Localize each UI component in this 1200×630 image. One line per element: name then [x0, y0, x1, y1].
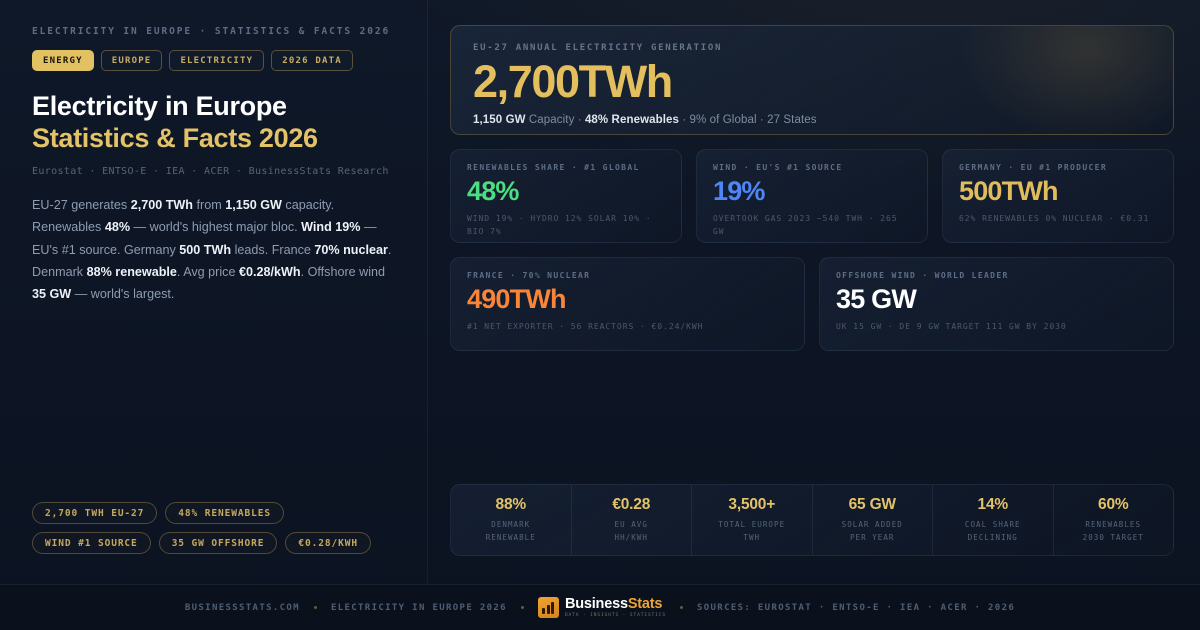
sources-byline: Eurostat · ENTSO-E · IEA · ACER · Busine…: [32, 165, 389, 177]
chip-electricity[interactable]: ELECTRICITY: [169, 50, 265, 71]
stat-card-label: OFFSHORE WIND · WORLD LEADER: [836, 271, 1009, 280]
category-chip-row: ENERGY EUROPE ELECTRICITY 2026 DATA: [32, 50, 399, 71]
stat-card-note: 62% RENEWABLES 0% NUCLEAR · €0.31: [959, 213, 1150, 223]
kpi-label: EU AVG HH/KWH: [614, 520, 648, 542]
kpi-total-europe-twh: 3,500+ TOTAL EUROPE TWH: [692, 485, 813, 555]
logo-word-stats: Stats: [627, 595, 663, 612]
kpi-eu-avg-price: €0.28 EU AVG HH/KWH: [572, 485, 692, 555]
stat-card-renewables-share: RENEWABLES SHARE · #1 GLOBAL 48% WIND 19…: [450, 149, 682, 243]
kpi-denmark-renewable: 88% DENMARK RENEWABLE: [451, 485, 572, 555]
footer-separator-dot-2: [520, 606, 524, 609]
stat-card-value: 490TWh: [467, 284, 567, 314]
stat-card-label: GERMANY · EU #1 PRODUCER: [959, 163, 1107, 172]
footer-site-url: BUSINESSSTATS.COM: [184, 602, 300, 613]
kpi-value: €0.28: [612, 496, 651, 514]
kpi-label: RENEWABLES 2030 TARGET: [1082, 520, 1144, 542]
right-spacer: [450, 351, 1174, 484]
summary-paragraph: EU-27 generates 2,700 TWh from 1,150 GW …: [32, 197, 392, 302]
content-area: ELECTRICITY IN EUROPE · STATISTICS & FAC…: [0, 0, 1200, 584]
kpi-label: TOTAL EUROPE TWH: [718, 520, 786, 542]
footer-separator-dot-3: [680, 606, 683, 609]
bar-chart-icon: [537, 597, 559, 618]
chip-2026-data[interactable]: 2026 DATA: [271, 50, 353, 71]
key-facts-tag-row: 2,700 TWH EU-27 48% RENEWABLES WIND #1 S…: [32, 502, 399, 584]
stat-card-label: RENEWABLES SHARE · #1 GLOBAL: [467, 163, 640, 172]
stat-card-label: FRANCE · 70% NUCLEAR: [467, 271, 591, 280]
tag-renewables[interactable]: 48% RENEWABLES: [165, 502, 284, 524]
page-eyebrow: ELECTRICITY IN EUROPE · STATISTICS & FAC…: [32, 26, 391, 37]
kpi-value: 3,500+: [728, 496, 776, 514]
kpi-value: 65 GW: [848, 496, 896, 514]
kpi-value: 60%: [1098, 496, 1129, 514]
page-footer: BUSINESSSTATS.COM ELECTRICITY IN EUROPE …: [0, 584, 1200, 630]
right-panel: EU-27 ANNUAL ELECTRICITY GENERATION 2,70…: [428, 0, 1200, 584]
footer-separator-dot-1: [313, 606, 317, 609]
tag-offshore[interactable]: 35 GW OFFSHORE: [158, 532, 278, 554]
kpi-strip: 88% DENMARK RENEWABLE €0.28 EU AVG HH/KW…: [450, 484, 1174, 556]
kpi-renewables-2030-target: 60% RENEWABLES 2030 TARGET: [1054, 485, 1174, 555]
stat-card-value: 48%: [467, 176, 519, 206]
stat-card-note: OVERTOOK GAS 2023 ~540 TWH · 265 GW: [713, 213, 898, 236]
footer-title: ELECTRICITY IN EUROPE 2026: [330, 602, 507, 613]
logo-tagline: DATA · INSIGHTS · STATISTICS: [564, 613, 666, 619]
page-title-line2: Statistics & Facts 2026: [32, 122, 318, 153]
hero-subtext: 1,150 GW Capacity · 48% Renewables · 9% …: [473, 114, 817, 127]
stat-card-label: WIND · EU'S #1 SOURCE: [713, 163, 843, 172]
stat-card-value: 500TWh: [959, 176, 1059, 206]
stat-card-germany: GERMANY · EU #1 PRODUCER 500TWh 62% RENE…: [942, 149, 1174, 243]
logo-text-block: BusinessStats DATA · INSIGHTS · STATISTI…: [565, 597, 666, 619]
stat-card-value: 19%: [713, 176, 765, 206]
chip-energy[interactable]: ENERGY: [32, 50, 94, 71]
footer-sources: SOURCES: EUROSTAT · ENTSO-E · IEA · ACER…: [697, 602, 1016, 613]
stat-card-note: UK 15 GW · DE 9 GW TARGET 111 GW BY 2030: [836, 321, 1067, 331]
page-title-line1: Electricity in Europe: [32, 91, 287, 121]
kpi-value: 14%: [977, 496, 1009, 514]
kpi-solar-added: 65 GW SOLAR ADDED PER YEAR: [813, 485, 933, 555]
page-title: Electricity in Europe Statistics & Facts…: [32, 91, 399, 155]
businessstats-logo: BusinessStats DATA · INSIGHTS · STATISTI…: [537, 597, 666, 619]
stat-card-note: #1 NET EXPORTER · 56 REACTORS · €0.24/KW…: [467, 321, 704, 331]
left-panel: ELECTRICITY IN EUROPE · STATISTICS & FAC…: [0, 0, 428, 584]
stat-card-wind: WIND · EU'S #1 SOURCE 19% OVERTOOK GAS 2…: [696, 149, 928, 243]
left-spacer: [32, 306, 399, 502]
tag-price[interactable]: €0.28/KWH: [285, 532, 371, 554]
kpi-label: DENMARK RENEWABLE: [485, 520, 536, 542]
kpi-value: 88%: [495, 496, 527, 514]
stat-card-value: 35 GW: [836, 284, 917, 314]
kpi-coal-share: 14% COAL SHARE DECLINING: [933, 485, 1054, 555]
tag-generation[interactable]: 2,700 TWH EU-27: [32, 502, 158, 524]
kpi-label: COAL SHARE DECLINING: [964, 520, 1021, 542]
logo-word-business: Business: [564, 595, 628, 612]
hero-value: 2,700TWh: [473, 56, 673, 107]
logo-wordmark: BusinessStats: [565, 597, 666, 612]
stat-card-note: WIND 19% · HYDRO 12% SOLAR 10% · BIO 7%: [467, 213, 652, 236]
tag-wind-source[interactable]: WIND #1 SOURCE: [32, 532, 151, 554]
stat-card-france: FRANCE · 70% NUCLEAR 490TWh #1 NET EXPOR…: [450, 257, 805, 351]
kpi-label: SOLAR ADDED PER YEAR: [841, 520, 903, 542]
stat-card-row-1: RENEWABLES SHARE · #1 GLOBAL 48% WIND 19…: [450, 149, 1174, 243]
hero-label: EU-27 ANNUAL ELECTRICITY GENERATION: [473, 43, 723, 53]
stat-card-row-2: FRANCE · 70% NUCLEAR 490TWh #1 NET EXPOR…: [450, 257, 1174, 351]
chip-europe[interactable]: EUROPE: [100, 50, 163, 71]
hero-stat-card: EU-27 ANNUAL ELECTRICITY GENERATION 2,70…: [450, 25, 1174, 135]
stat-card-offshore-wind: OFFSHORE WIND · WORLD LEADER 35 GW UK 15…: [819, 257, 1174, 351]
